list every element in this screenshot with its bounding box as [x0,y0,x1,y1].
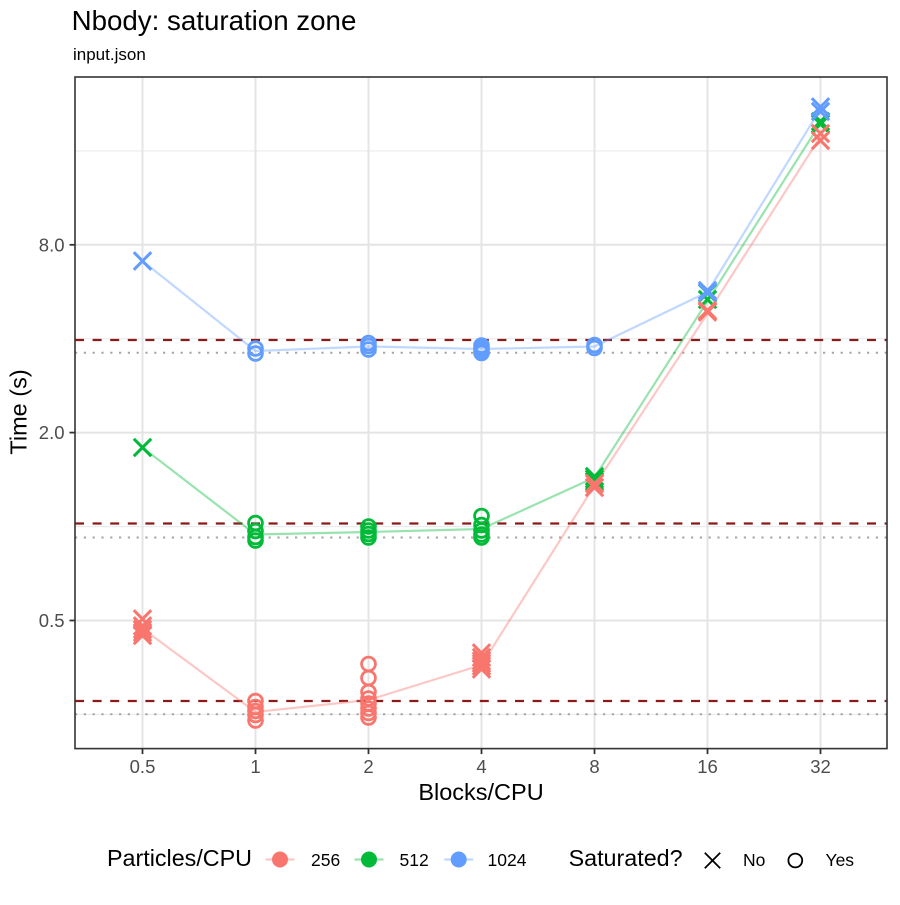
svg-text:1024: 1024 [488,850,527,870]
svg-text:0.5: 0.5 [39,610,65,631]
svg-text:Particles/CPU: Particles/CPU [107,845,252,871]
svg-text:8: 8 [589,756,599,777]
svg-text:Nbody: saturation zone: Nbody: saturation zone [72,5,357,36]
svg-text:4: 4 [476,756,486,777]
svg-text:16: 16 [697,756,718,777]
svg-text:2.0: 2.0 [39,422,65,443]
svg-text:2: 2 [363,756,373,777]
svg-text:32: 32 [810,756,831,777]
svg-text:No: No [743,850,765,870]
svg-text:8.0: 8.0 [39,234,65,255]
svg-text:512: 512 [400,850,429,870]
svg-text:Yes: Yes [826,850,855,870]
svg-text:Time (s): Time (s) [6,369,32,454]
svg-text:Saturated?: Saturated? [569,845,683,871]
svg-text:256: 256 [311,850,340,870]
svg-text:input.json: input.json [73,45,146,64]
svg-text:1: 1 [250,756,260,777]
svg-text:Blocks/CPU: Blocks/CPU [418,779,543,805]
svg-text:0.5: 0.5 [130,756,156,777]
